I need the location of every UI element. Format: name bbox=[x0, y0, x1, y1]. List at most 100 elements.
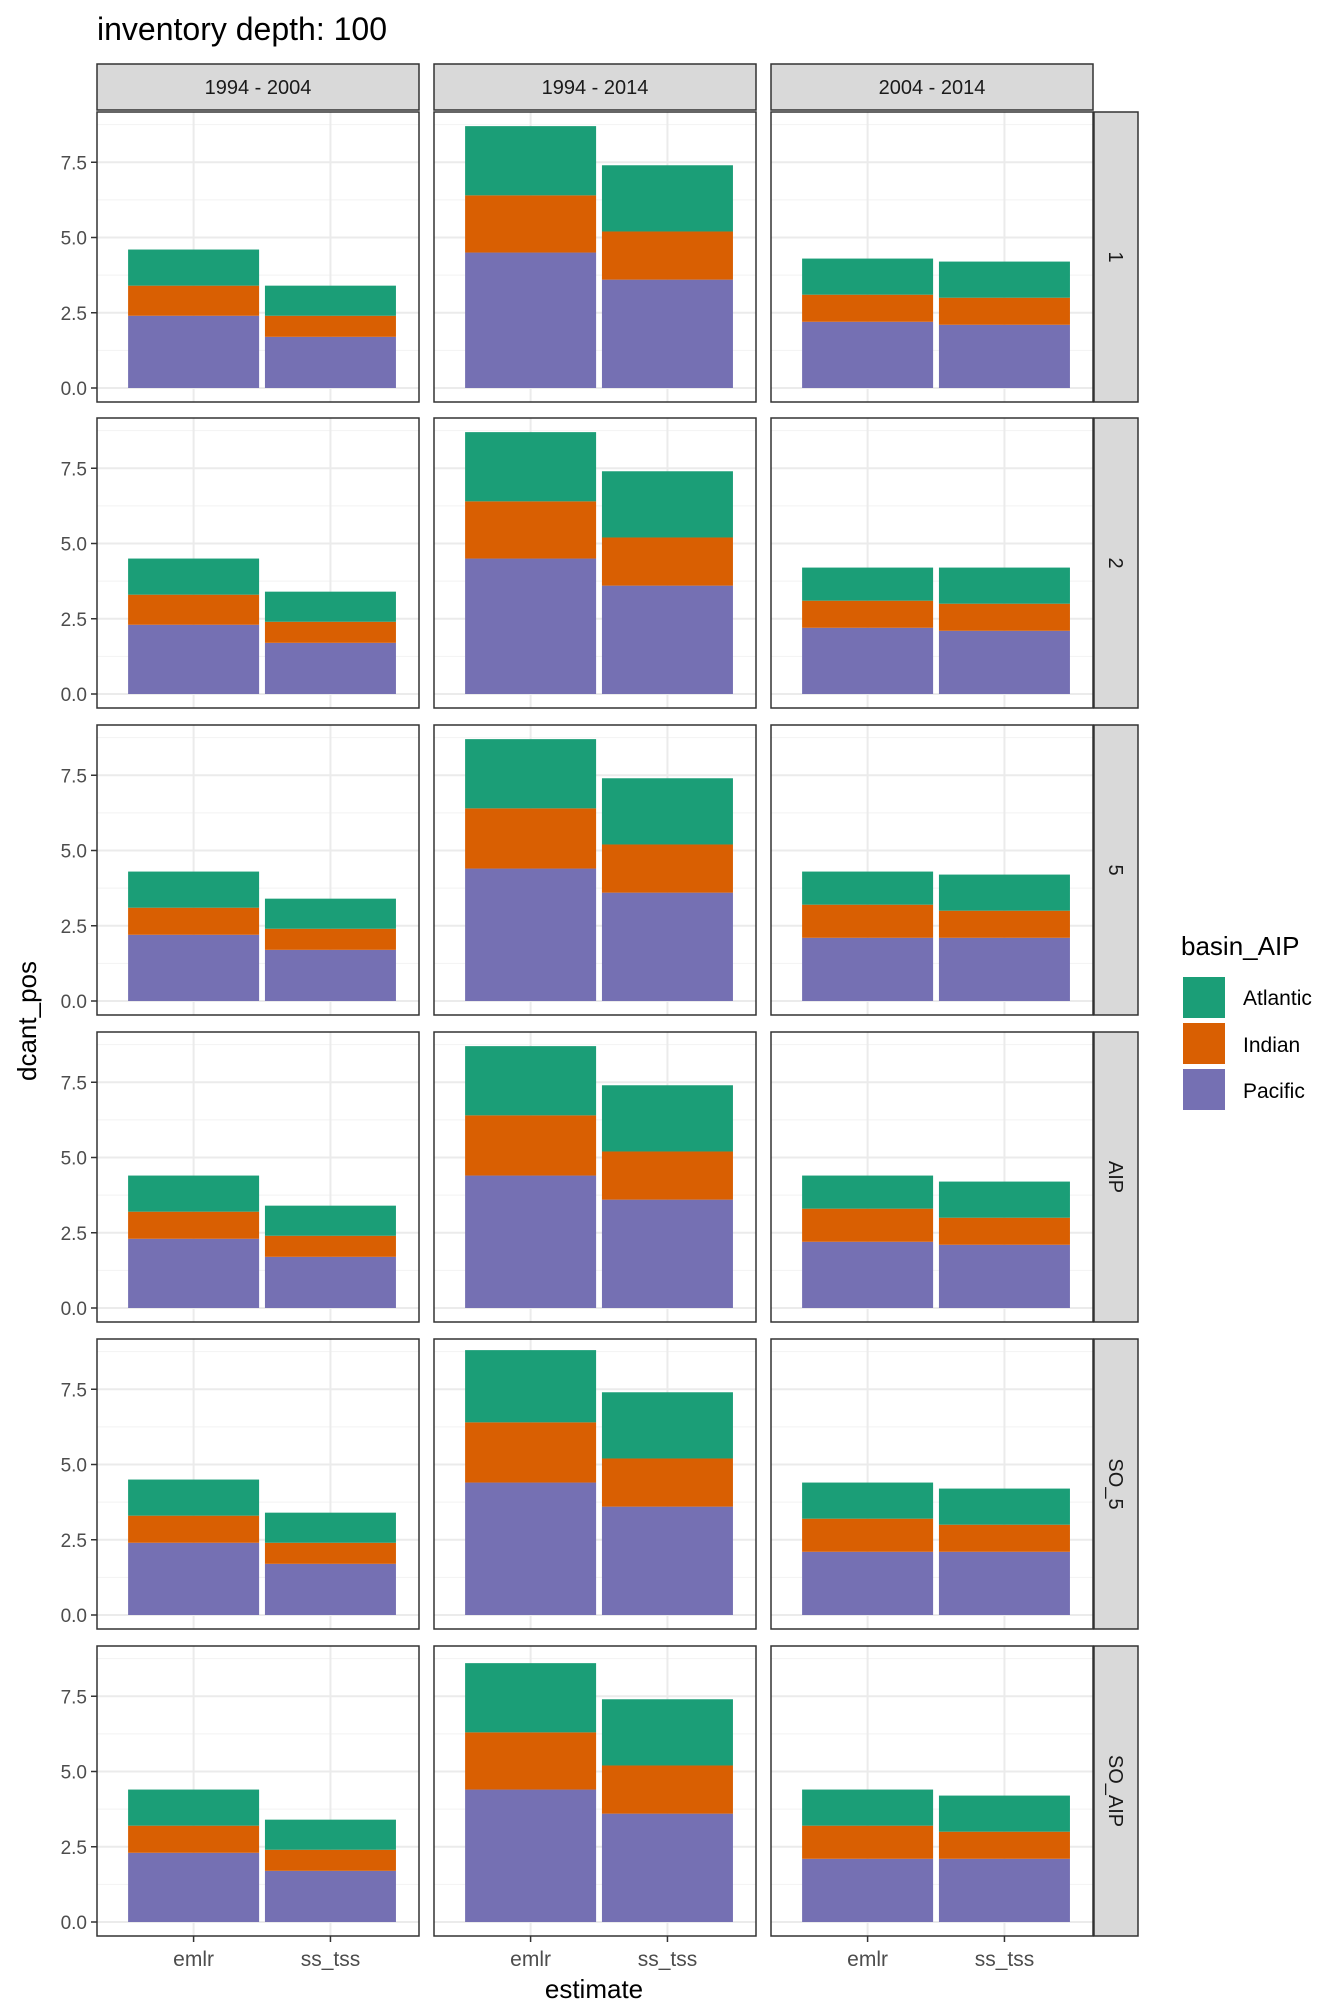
bar-segment-indian-emlr bbox=[802, 1208, 934, 1242]
bar-segment-indian-ss-tss bbox=[601, 1765, 733, 1814]
bar-segment-indian-ss-tss bbox=[264, 1849, 396, 1871]
bar-segment-indian-ss-tss bbox=[264, 1235, 396, 1257]
panel-1-1994-2004: 0.0 2.5 5.0 7.5 bbox=[61, 111, 420, 403]
panel-5-1994-2004: 0.0 2.5 5.0 7.5 bbox=[61, 724, 420, 1016]
row-strip-bg bbox=[1093, 111, 1139, 403]
bar-segment-atlantic-ss-tss bbox=[601, 1392, 733, 1459]
bar-segment-pacific-emlr bbox=[802, 321, 934, 388]
bar-segment-atlantic-ss-tss bbox=[601, 165, 733, 232]
bar-segment-indian-emlr bbox=[128, 1515, 260, 1543]
x-tick-label: ss_tss bbox=[975, 1948, 1035, 1971]
bar-segment-pacific-ss-tss bbox=[601, 1199, 733, 1308]
bar-segment-atlantic-ss-tss bbox=[601, 471, 733, 538]
bar-segment-indian-ss-tss bbox=[264, 621, 396, 643]
x-tick-label: emlr bbox=[173, 1948, 214, 1971]
bar-segment-pacific-emlr bbox=[465, 1175, 597, 1308]
bar-segment-pacific-ss-tss bbox=[264, 336, 396, 388]
bar-segment-atlantic-emlr bbox=[465, 739, 597, 809]
bar-segment-pacific-ss-tss bbox=[601, 892, 733, 1001]
row-strip-label: 1 bbox=[1104, 251, 1126, 262]
bar-segment-indian-emlr bbox=[802, 1825, 934, 1859]
bar-segment-atlantic-emlr bbox=[465, 1350, 597, 1423]
row-strip-label: 5 bbox=[1104, 864, 1126, 875]
bar-segment-pacific-ss-tss bbox=[601, 1506, 733, 1615]
bar-segment-indian-emlr bbox=[128, 1211, 260, 1239]
bar-segment-pacific-emlr bbox=[802, 1241, 934, 1308]
bar-segment-pacific-emlr bbox=[128, 934, 260, 1001]
legend-key-atlantic bbox=[1183, 977, 1225, 1018]
legend: basin_AIP Atlantic Indian Pacific bbox=[1181, 931, 1312, 1110]
legend-label-indian: Indian bbox=[1243, 1034, 1300, 1057]
bar-segment-atlantic-ss-tss bbox=[938, 1488, 1070, 1525]
panel-border bbox=[770, 111, 1094, 403]
col-strip-label: 2004 - 2014 bbox=[879, 77, 986, 99]
panel-border bbox=[770, 417, 1094, 709]
row-strip-bg bbox=[1093, 1338, 1139, 1630]
row-strip-5: 5 bbox=[1093, 724, 1139, 1016]
bar-segment-atlantic-emlr bbox=[802, 1789, 934, 1826]
bar-segment-pacific-emlr bbox=[802, 1858, 934, 1922]
bar-segment-atlantic-ss-tss bbox=[264, 285, 396, 316]
chart-title: inventory depth: 100 bbox=[97, 11, 387, 47]
y-tick-label: 7.5 bbox=[61, 766, 87, 787]
bar-segment-indian-emlr bbox=[128, 594, 260, 625]
bar-segment-atlantic-ss-tss bbox=[938, 261, 1070, 298]
y-tick-label: 5.0 bbox=[61, 1149, 87, 1170]
bar-segment-indian-emlr bbox=[128, 1825, 260, 1853]
bar-segment-atlantic-emlr bbox=[465, 432, 597, 502]
bar-segment-indian-ss-tss bbox=[938, 910, 1070, 938]
row-strip-label: AIP bbox=[1104, 1161, 1126, 1193]
bar-segment-indian-emlr bbox=[465, 1732, 597, 1790]
panel-border bbox=[770, 724, 1094, 1016]
row-strip-label: 2 bbox=[1104, 557, 1126, 568]
row-strip-bg bbox=[1093, 1645, 1139, 1937]
x-axis-title: estimate bbox=[545, 1974, 643, 2004]
row-strip-bg bbox=[1093, 1031, 1139, 1323]
y-tick-label: 0.0 bbox=[61, 685, 87, 706]
bar-segment-pacific-ss-tss bbox=[938, 324, 1070, 388]
bar-segment-atlantic-emlr bbox=[802, 1175, 934, 1209]
bar-segment-pacific-emlr bbox=[802, 627, 934, 694]
panel-so-aip-1994-2014: emlr ss_tss bbox=[433, 1645, 757, 1971]
bar-segment-indian-ss-tss bbox=[601, 1151, 733, 1200]
bar-segment-atlantic-ss-tss bbox=[264, 591, 396, 622]
y-tick-label: 0.0 bbox=[61, 379, 87, 400]
bar-segment-indian-ss-tss bbox=[601, 1458, 733, 1507]
bar-segment-pacific-ss-tss bbox=[264, 1256, 396, 1308]
bar-segment-pacific-ss-tss bbox=[938, 630, 1070, 694]
y-tick-label: 7.5 bbox=[61, 1073, 87, 1094]
x-tick-label: emlr bbox=[510, 1948, 551, 1971]
y-tick-label: 5.0 bbox=[61, 842, 87, 863]
panel-1-1994-2014 bbox=[433, 111, 757, 403]
x-tick-label: ss_tss bbox=[638, 1948, 698, 1971]
panel-aip-1994-2014 bbox=[433, 1031, 757, 1323]
bar-segment-pacific-emlr bbox=[128, 1542, 260, 1615]
bar-segment-atlantic-ss-tss bbox=[264, 1512, 396, 1543]
panel-border bbox=[433, 1645, 757, 1937]
y-tick-label: 2.5 bbox=[61, 917, 87, 938]
bar-segment-atlantic-ss-tss bbox=[938, 874, 1070, 911]
bar-segment-indian-emlr bbox=[802, 904, 934, 938]
bar-segment-pacific-emlr bbox=[802, 937, 934, 1001]
bar-segment-pacific-emlr bbox=[465, 1789, 597, 1922]
bar-segment-atlantic-emlr bbox=[465, 126, 597, 196]
panel-so-aip-2004-2014: emlr ss_tss bbox=[770, 1645, 1094, 1971]
panel-border bbox=[433, 111, 757, 403]
panel-border bbox=[770, 1338, 1094, 1630]
bar-segment-indian-ss-tss bbox=[264, 315, 396, 337]
panel-5-2004-2014 bbox=[770, 724, 1094, 1016]
bar-segment-atlantic-emlr bbox=[128, 1175, 260, 1212]
panel-so-aip-1994-2004: 0.0 2.5 5.0 7.5 emlr ss_tss bbox=[61, 1645, 420, 1971]
bar-segment-pacific-ss-tss bbox=[938, 1858, 1070, 1922]
panel-border bbox=[96, 724, 420, 1016]
row-strip-aip: AIP bbox=[1093, 1031, 1139, 1323]
row-strip-label: SO_5 bbox=[1104, 1458, 1126, 1509]
panel-border bbox=[770, 1031, 1094, 1323]
bar-segment-pacific-emlr bbox=[465, 558, 597, 694]
panel-border bbox=[96, 1338, 420, 1630]
bar-segment-atlantic-ss-tss bbox=[264, 1205, 396, 1236]
col-strip-label: 1994 - 2014 bbox=[542, 77, 649, 99]
bar-segment-atlantic-ss-tss bbox=[601, 1085, 733, 1152]
bar-segment-indian-ss-tss bbox=[601, 231, 733, 280]
